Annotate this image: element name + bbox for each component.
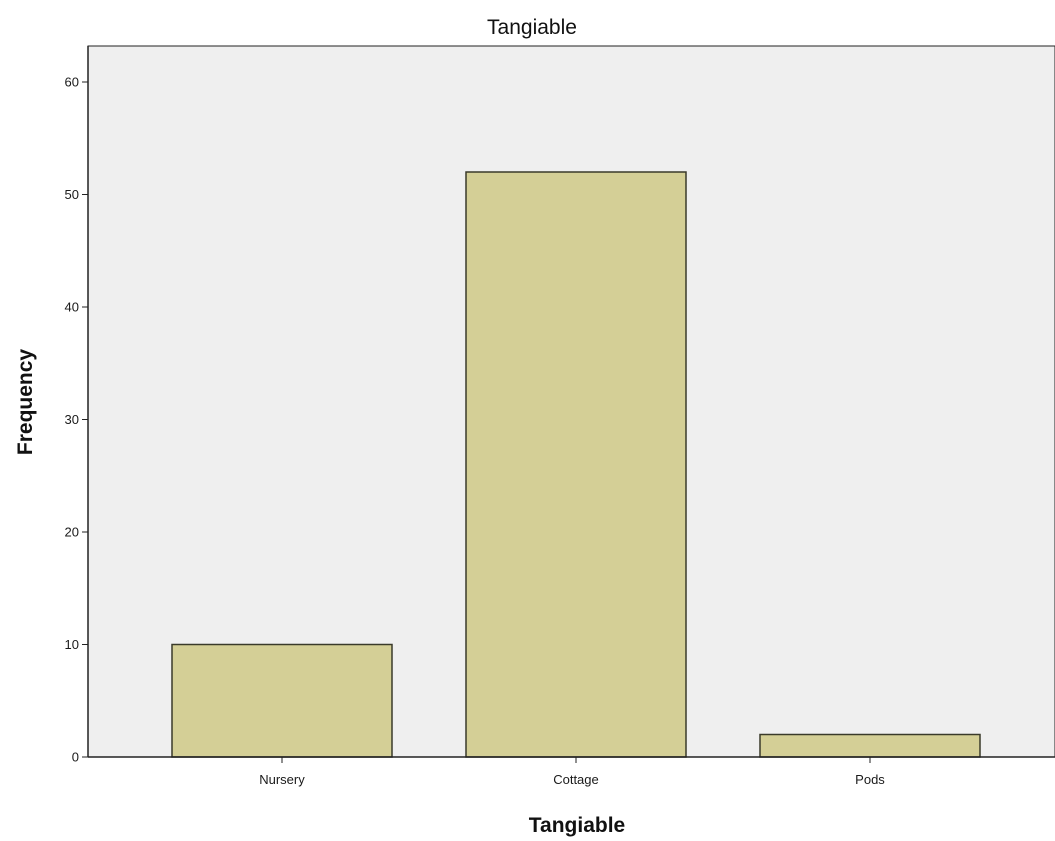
- y-tick-label: 0: [72, 750, 79, 765]
- y-tick-label: 40: [65, 300, 79, 315]
- y-axis-ticks: 0 10 20 30 40 50 60: [65, 75, 88, 765]
- y-axis-title: Frequency: [14, 349, 37, 456]
- bar-pods: [759, 733, 981, 758]
- x-tick-label: Cottage: [553, 772, 599, 787]
- y-tick-label: 30: [65, 412, 79, 427]
- chart-title: Tangiable: [487, 16, 577, 39]
- bar-cottage: [465, 171, 687, 758]
- x-axis-ticks: Nursery Cottage Pods: [259, 757, 885, 787]
- bar-nursery: [171, 643, 393, 758]
- x-tick-label: Nursery: [259, 772, 305, 787]
- y-tick-label: 50: [65, 187, 79, 202]
- x-axis-title: Tangiable: [529, 814, 625, 837]
- x-tick-label: Pods: [855, 772, 885, 787]
- y-tick-label: 20: [65, 525, 79, 540]
- y-tick-label: 10: [65, 637, 79, 652]
- bars: [171, 171, 981, 758]
- y-tick-label: 60: [65, 75, 79, 90]
